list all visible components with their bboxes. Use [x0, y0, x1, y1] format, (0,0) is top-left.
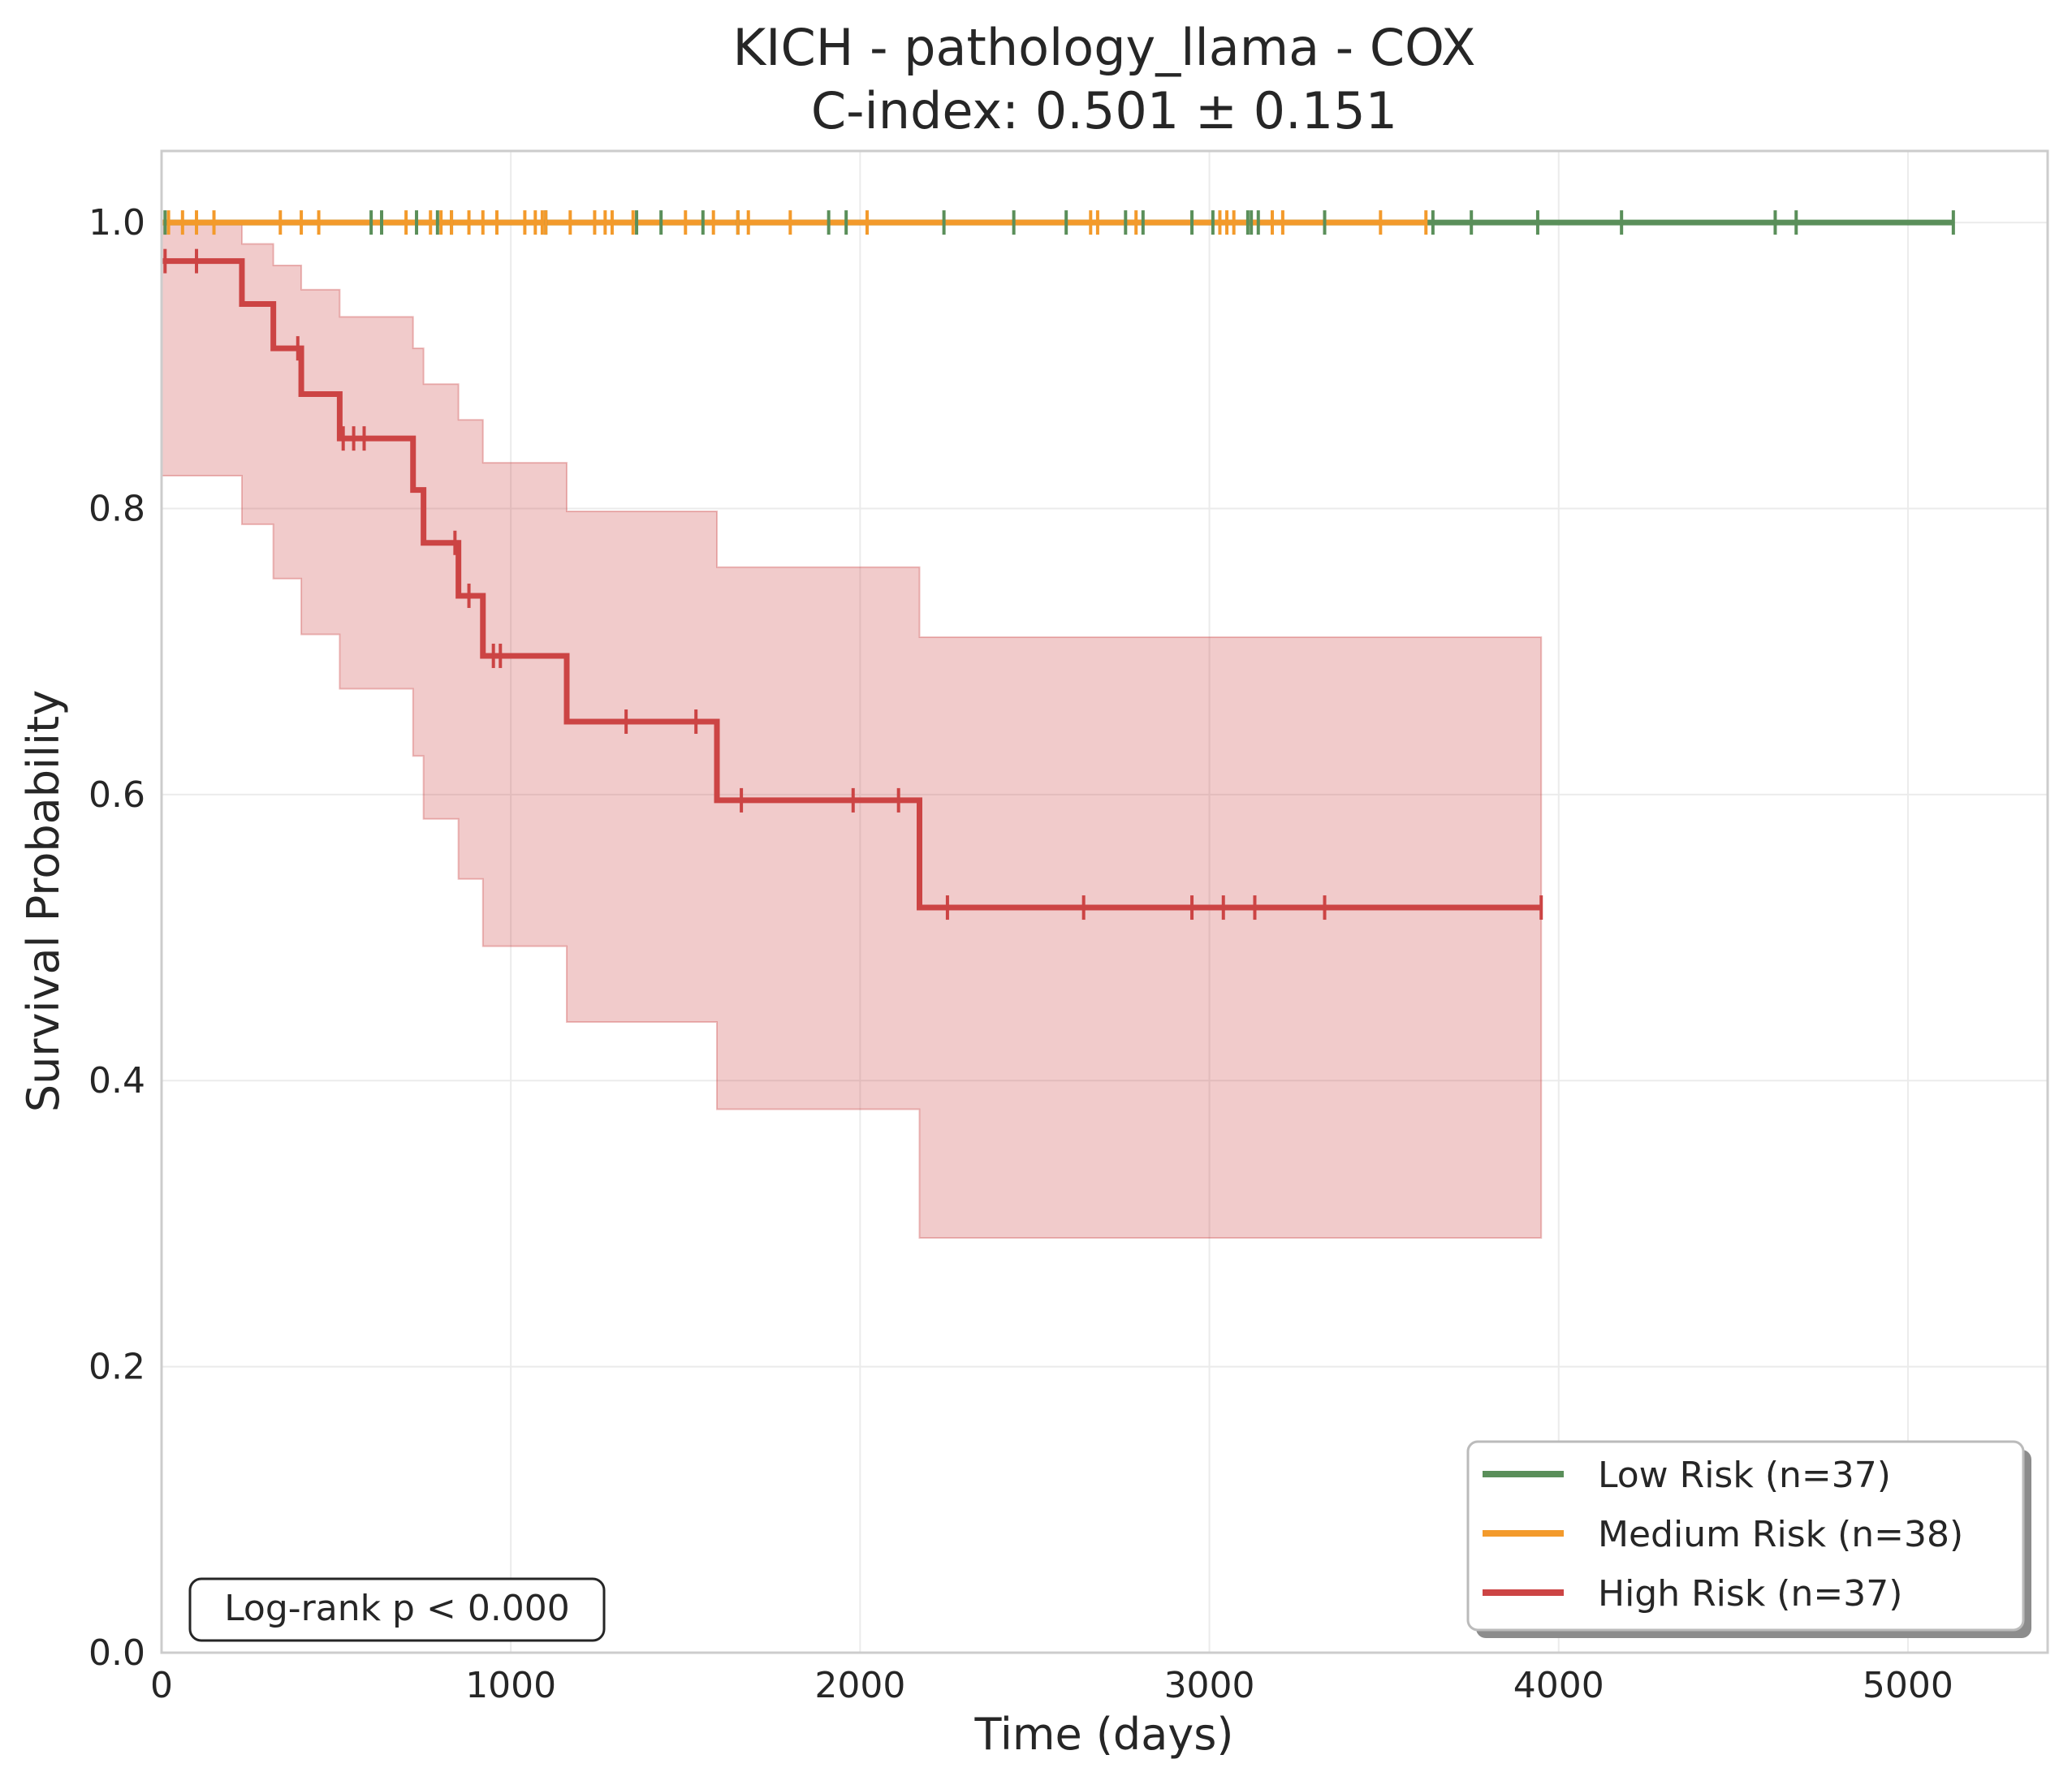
x-tick-label: 4000	[1513, 1665, 1604, 1706]
annotation-text: Log-rank p < 0.000	[224, 1588, 570, 1629]
high-risk-survival-line	[162, 258, 1542, 911]
censor-marks	[163, 210, 1955, 921]
y-tick-label: 0.6	[88, 774, 145, 816]
y-tick-label: 1.0	[88, 202, 145, 244]
y-tick-label: 0.4	[88, 1060, 145, 1102]
x-tick-label: 5000	[1863, 1665, 1953, 1706]
y-tick-label: 0.2	[88, 1347, 145, 1388]
plot-frame	[160, 149, 2049, 1654]
y-tick-label: 0.8	[88, 488, 145, 529]
y-tick-label: 0.0	[88, 1632, 145, 1674]
legend-label-low-risk: Low Risk (n=37)	[1598, 1455, 1891, 1496]
x-tick-label: 0	[150, 1665, 173, 1706]
y-axis-label: Survival Probability	[18, 690, 69, 1112]
grid	[161, 151, 2048, 1653]
log-rank-annotation: Log-rank p < 0.000	[188, 1577, 606, 1642]
x-tick-label: 3000	[1164, 1665, 1255, 1706]
y-axis-ticks: 0.0 0.2 0.4 0.6 0.8 1.0	[88, 202, 145, 1674]
x-tick-label: 2000	[814, 1665, 905, 1706]
legend-label-medium-risk: Medium Risk (n=38)	[1598, 1514, 1963, 1555]
chart-title: KICH - pathology_llama - COX	[733, 18, 1476, 77]
annotation-box	[188, 1577, 606, 1642]
legend: Low Risk (n=37) Medium Risk (n=38) High …	[1466, 1440, 2031, 1638]
legend-label-high-risk: High Risk (n=37)	[1598, 1573, 1902, 1615]
x-axis-label: Time (days)	[974, 1709, 1234, 1760]
x-tick-label: 1000	[465, 1665, 556, 1706]
x-axis-ticks: 0 1000 2000 3000 4000 5000	[150, 1665, 1953, 1706]
confidence-bands	[161, 222, 1543, 1240]
high-risk-ci-band	[161, 222, 1543, 1240]
legend-box	[1466, 1440, 2025, 1632]
chart-subtitle: C-index: 0.501 ± 0.151	[811, 81, 1397, 140]
